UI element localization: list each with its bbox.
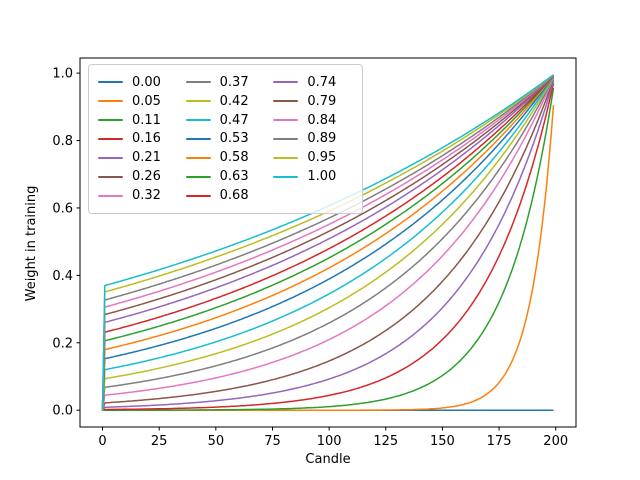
legend-entry: 0.58: [185, 148, 266, 167]
legend-label: 0.32: [132, 188, 161, 204]
series-line-0.53: [101, 75, 555, 411]
legend-line-swatch: [185, 137, 211, 140]
x-tick-label: 125: [373, 434, 398, 449]
legend-label: 0.68: [219, 188, 249, 204]
y-tick-label: 1.0: [52, 67, 73, 82]
legend-label: 0.53: [219, 131, 249, 147]
series-line-0.16: [102, 83, 555, 411]
legend-line-swatch: [185, 156, 211, 159]
y-tick-label: 0.2: [52, 336, 73, 351]
series-line-0.63: [101, 75, 555, 411]
x-tick-label: 200: [543, 434, 568, 449]
series-line-0.89: [101, 74, 554, 411]
legend-entry: 0.47: [185, 111, 266, 130]
legend-line-swatch: [185, 100, 211, 103]
legend-label: 0.89: [307, 131, 337, 147]
x-tick-label: 50: [208, 434, 225, 449]
legend-line-swatch: [98, 100, 123, 103]
x-tick-label: 175: [487, 434, 512, 449]
legend-line-swatch: [273, 156, 299, 159]
legend-line-swatch: [185, 194, 211, 197]
legend-line-swatch: [98, 119, 123, 122]
x-tick-label: 150: [430, 434, 455, 449]
series-line-0.21: [101, 80, 555, 411]
legend-label: 0.79: [307, 93, 337, 109]
legend-line-swatch: [185, 175, 211, 178]
legend-line-swatch: [273, 175, 299, 178]
legend-label: 0.21: [132, 150, 161, 166]
legend-entry: 0.11: [98, 111, 178, 130]
y-tick-label: 0.4: [52, 269, 73, 284]
x-tick-label: 75: [264, 434, 281, 449]
y-tick-label: 0.0: [52, 404, 73, 419]
y-axis-label: Weight in training: [24, 185, 39, 302]
x-tick-label: 0: [98, 434, 106, 449]
series-line-0.47: [101, 76, 555, 411]
legend-label: 0.11: [132, 112, 161, 128]
y-tick-label: 0.6: [52, 201, 73, 216]
legend-label: 0.42: [219, 93, 249, 109]
legend-entry: 0.89: [273, 130, 353, 149]
legend-entry: 1.00: [273, 167, 353, 186]
series-line-0.37: [101, 77, 555, 411]
legend-entry: 0.53: [185, 130, 266, 149]
series-line-0.11: [102, 87, 555, 411]
series-line-0.32: [101, 77, 555, 411]
legend-entry: 0.74: [273, 73, 353, 92]
legend-label: 0.05: [132, 93, 161, 109]
legend: 0.00 0.05 0.11 0.16 0.21 0.26 0.32 0.37 …: [88, 64, 363, 214]
series-line-0.58: [101, 75, 555, 411]
legend-label: 0.37: [219, 74, 249, 90]
series-line-0.42: [101, 76, 555, 411]
series-line-0.74: [101, 74, 555, 411]
legend-label: 0.58: [219, 150, 249, 166]
legend-entry: 0.00: [98, 73, 178, 92]
legend-line-swatch: [98, 175, 123, 178]
series-line-0.68: [101, 75, 555, 411]
legend-line-swatch: [98, 81, 123, 84]
legend-label: 1.00: [307, 169, 337, 185]
legend-label: 0.00: [132, 74, 161, 90]
legend-label: 0.63: [219, 169, 249, 185]
legend-label: 0.74: [307, 74, 337, 90]
legend-line-swatch: [273, 119, 299, 122]
x-axis-label: Candle: [305, 452, 351, 467]
legend-label: 0.47: [219, 112, 249, 128]
legend-line-swatch: [98, 194, 123, 197]
legend-label: 0.26: [132, 169, 161, 185]
series-line-0.84: [101, 74, 554, 411]
y-tick-label: 0.8: [52, 134, 73, 149]
legend-line-swatch: [273, 100, 299, 103]
series-line-0.26: [101, 79, 555, 411]
legend-line-swatch: [185, 119, 211, 122]
series-line-0.79: [101, 74, 555, 411]
legend-entry: 0.68: [185, 186, 266, 205]
legend-entry: 0.05: [98, 92, 178, 111]
legend-line-swatch: [185, 81, 211, 84]
legend-entry: 0.21: [98, 148, 178, 167]
legend-label: 0.16: [132, 131, 161, 147]
legend-line-swatch: [273, 81, 299, 84]
legend-entry: 0.84: [273, 111, 353, 130]
legend-entry: 0.26: [98, 167, 178, 186]
x-tick-label: 25: [151, 434, 168, 449]
legend-entry: 0.79: [273, 92, 353, 111]
legend-line-swatch: [98, 137, 123, 140]
legend-entry: 0.42: [185, 92, 266, 111]
axes-spines: [79, 57, 577, 428]
legend-line-swatch: [273, 137, 299, 140]
legend-line-swatch: [98, 156, 123, 159]
legend-entry: 0.32: [98, 186, 178, 205]
legend-label: 0.84: [307, 112, 337, 128]
x-tick-label: 100: [317, 434, 342, 449]
legend-entry: 0.63: [185, 167, 266, 186]
legend-entry: 0.37: [185, 73, 266, 92]
legend-entry: 0.95: [273, 148, 353, 167]
legend-label: 0.95: [307, 150, 337, 166]
legend-entry: 0.16: [98, 130, 178, 149]
